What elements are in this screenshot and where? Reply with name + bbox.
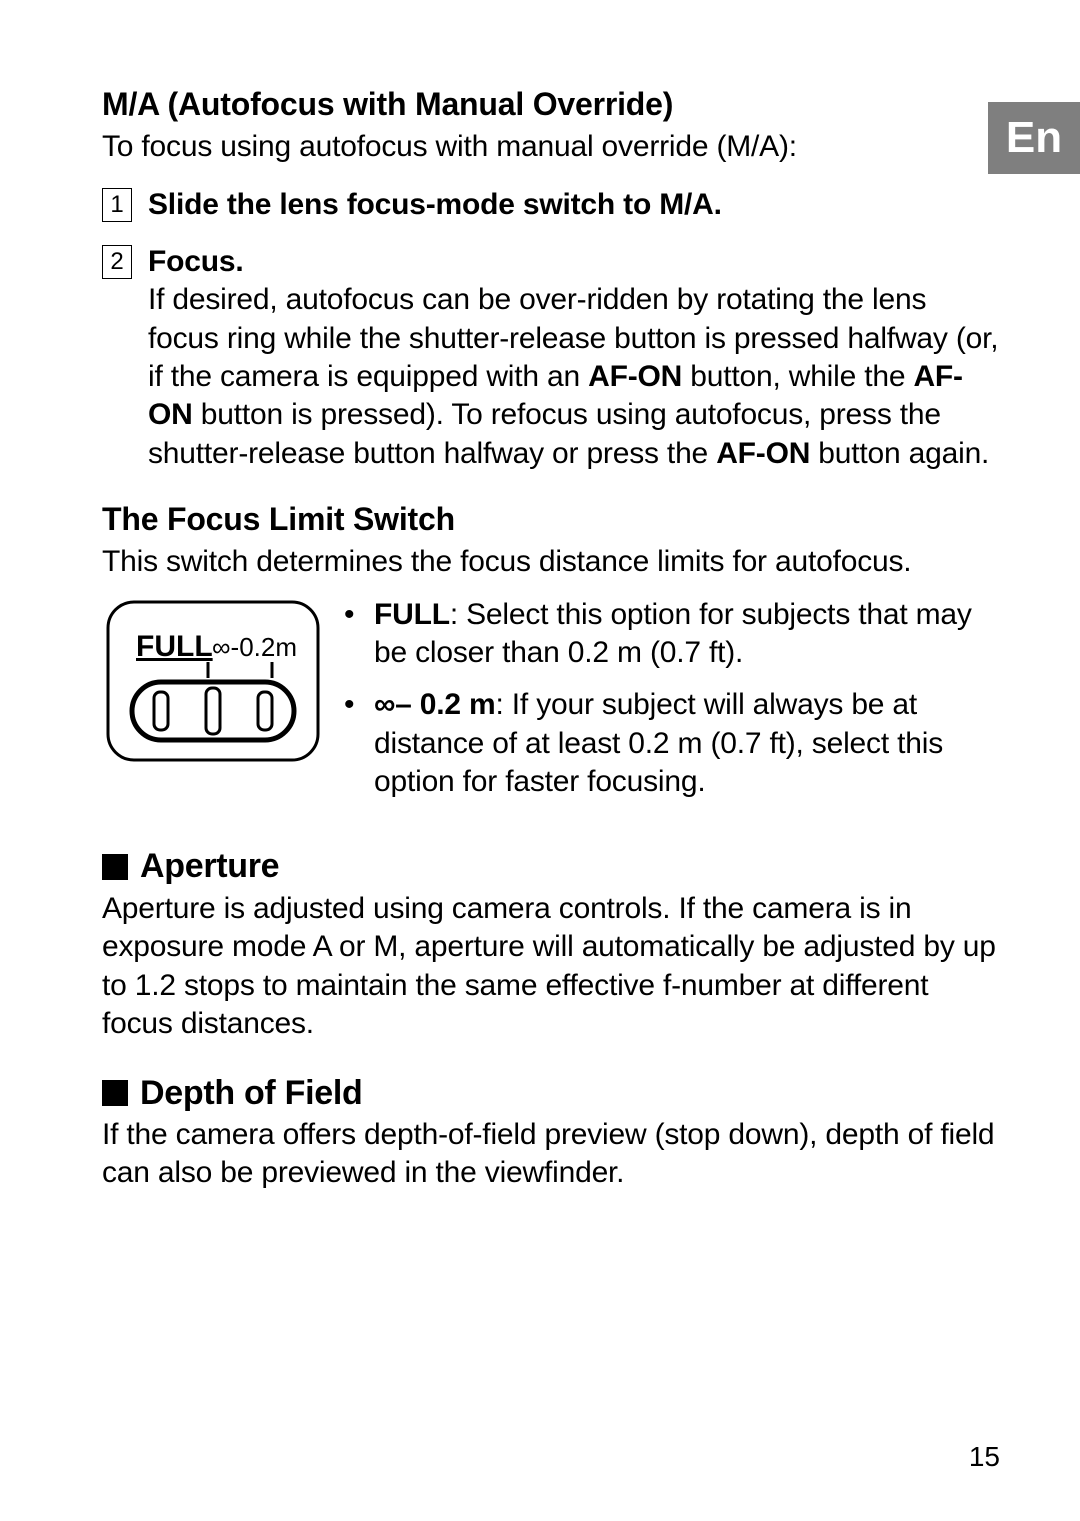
ma-title: M/A (Autofocus with Manual Override) <box>102 84 1000 124</box>
focus-limit-figure: FULL ∞-0.2m <box>102 596 324 771</box>
step-number: 2 <box>102 245 148 473</box>
section-focus-limit: The Focus Limit Switch This switch deter… <box>102 499 1000 815</box>
square-bullet-icon <box>102 854 128 880</box>
focus-limit-title: The Focus Limit Switch <box>102 499 1000 539</box>
language-tab: En <box>988 102 1080 174</box>
step-2-title: Focus. <box>148 243 1000 281</box>
aperture-body: Aperture is adjusted using camera contro… <box>102 890 1000 1044</box>
bullet-icon: • <box>344 686 374 801</box>
ma-steps: 1 Slide the lens focus-mode switch to M/… <box>102 186 1000 473</box>
section-ma: M/A (Autofocus with Manual Override) To … <box>102 84 1000 473</box>
figure-label-range: ∞-0.2m <box>212 632 297 662</box>
square-bullet-icon <box>102 1080 128 1106</box>
step-1-title: Slide the lens focus-mode switch to M/A. <box>148 186 1000 224</box>
step-2: 2 Focus. If desired, autofocus can be ov… <box>102 243 1000 473</box>
section-aperture: Aperture Aperture is adjusted using came… <box>102 845 1000 1043</box>
dof-body: If the camera offers depth-of-field prev… <box>102 1116 1000 1193</box>
focus-limit-options: • FULL: Select this option for subjects … <box>344 596 1000 816</box>
limit-option-range: • ∞– 0.2 m: If your subject will always … <box>344 686 1000 801</box>
figure-label-full: FULL <box>136 630 213 663</box>
bullet-icon: • <box>344 596 374 673</box>
focus-limit-intro: This switch determines the focus distanc… <box>102 543 1000 581</box>
step-number: 1 <box>102 188 148 224</box>
page-number: 15 <box>969 1441 1000 1473</box>
section-depth-of-field: Depth of Field If the camera offers dept… <box>102 1072 1000 1193</box>
aperture-title: Aperture <box>102 845 1000 888</box>
step-1: 1 Slide the lens focus-mode switch to M/… <box>102 186 1000 224</box>
manual-page: En M/A (Autofocus with Manual Override) … <box>0 0 1080 1521</box>
ma-intro: To focus using autofocus with manual ove… <box>102 128 1000 166</box>
dof-title: Depth of Field <box>102 1072 1000 1115</box>
step-2-desc: If desired, autofocus can be over-ridden… <box>148 281 1000 473</box>
limit-option-full: • FULL: Select this option for subjects … <box>344 596 1000 673</box>
